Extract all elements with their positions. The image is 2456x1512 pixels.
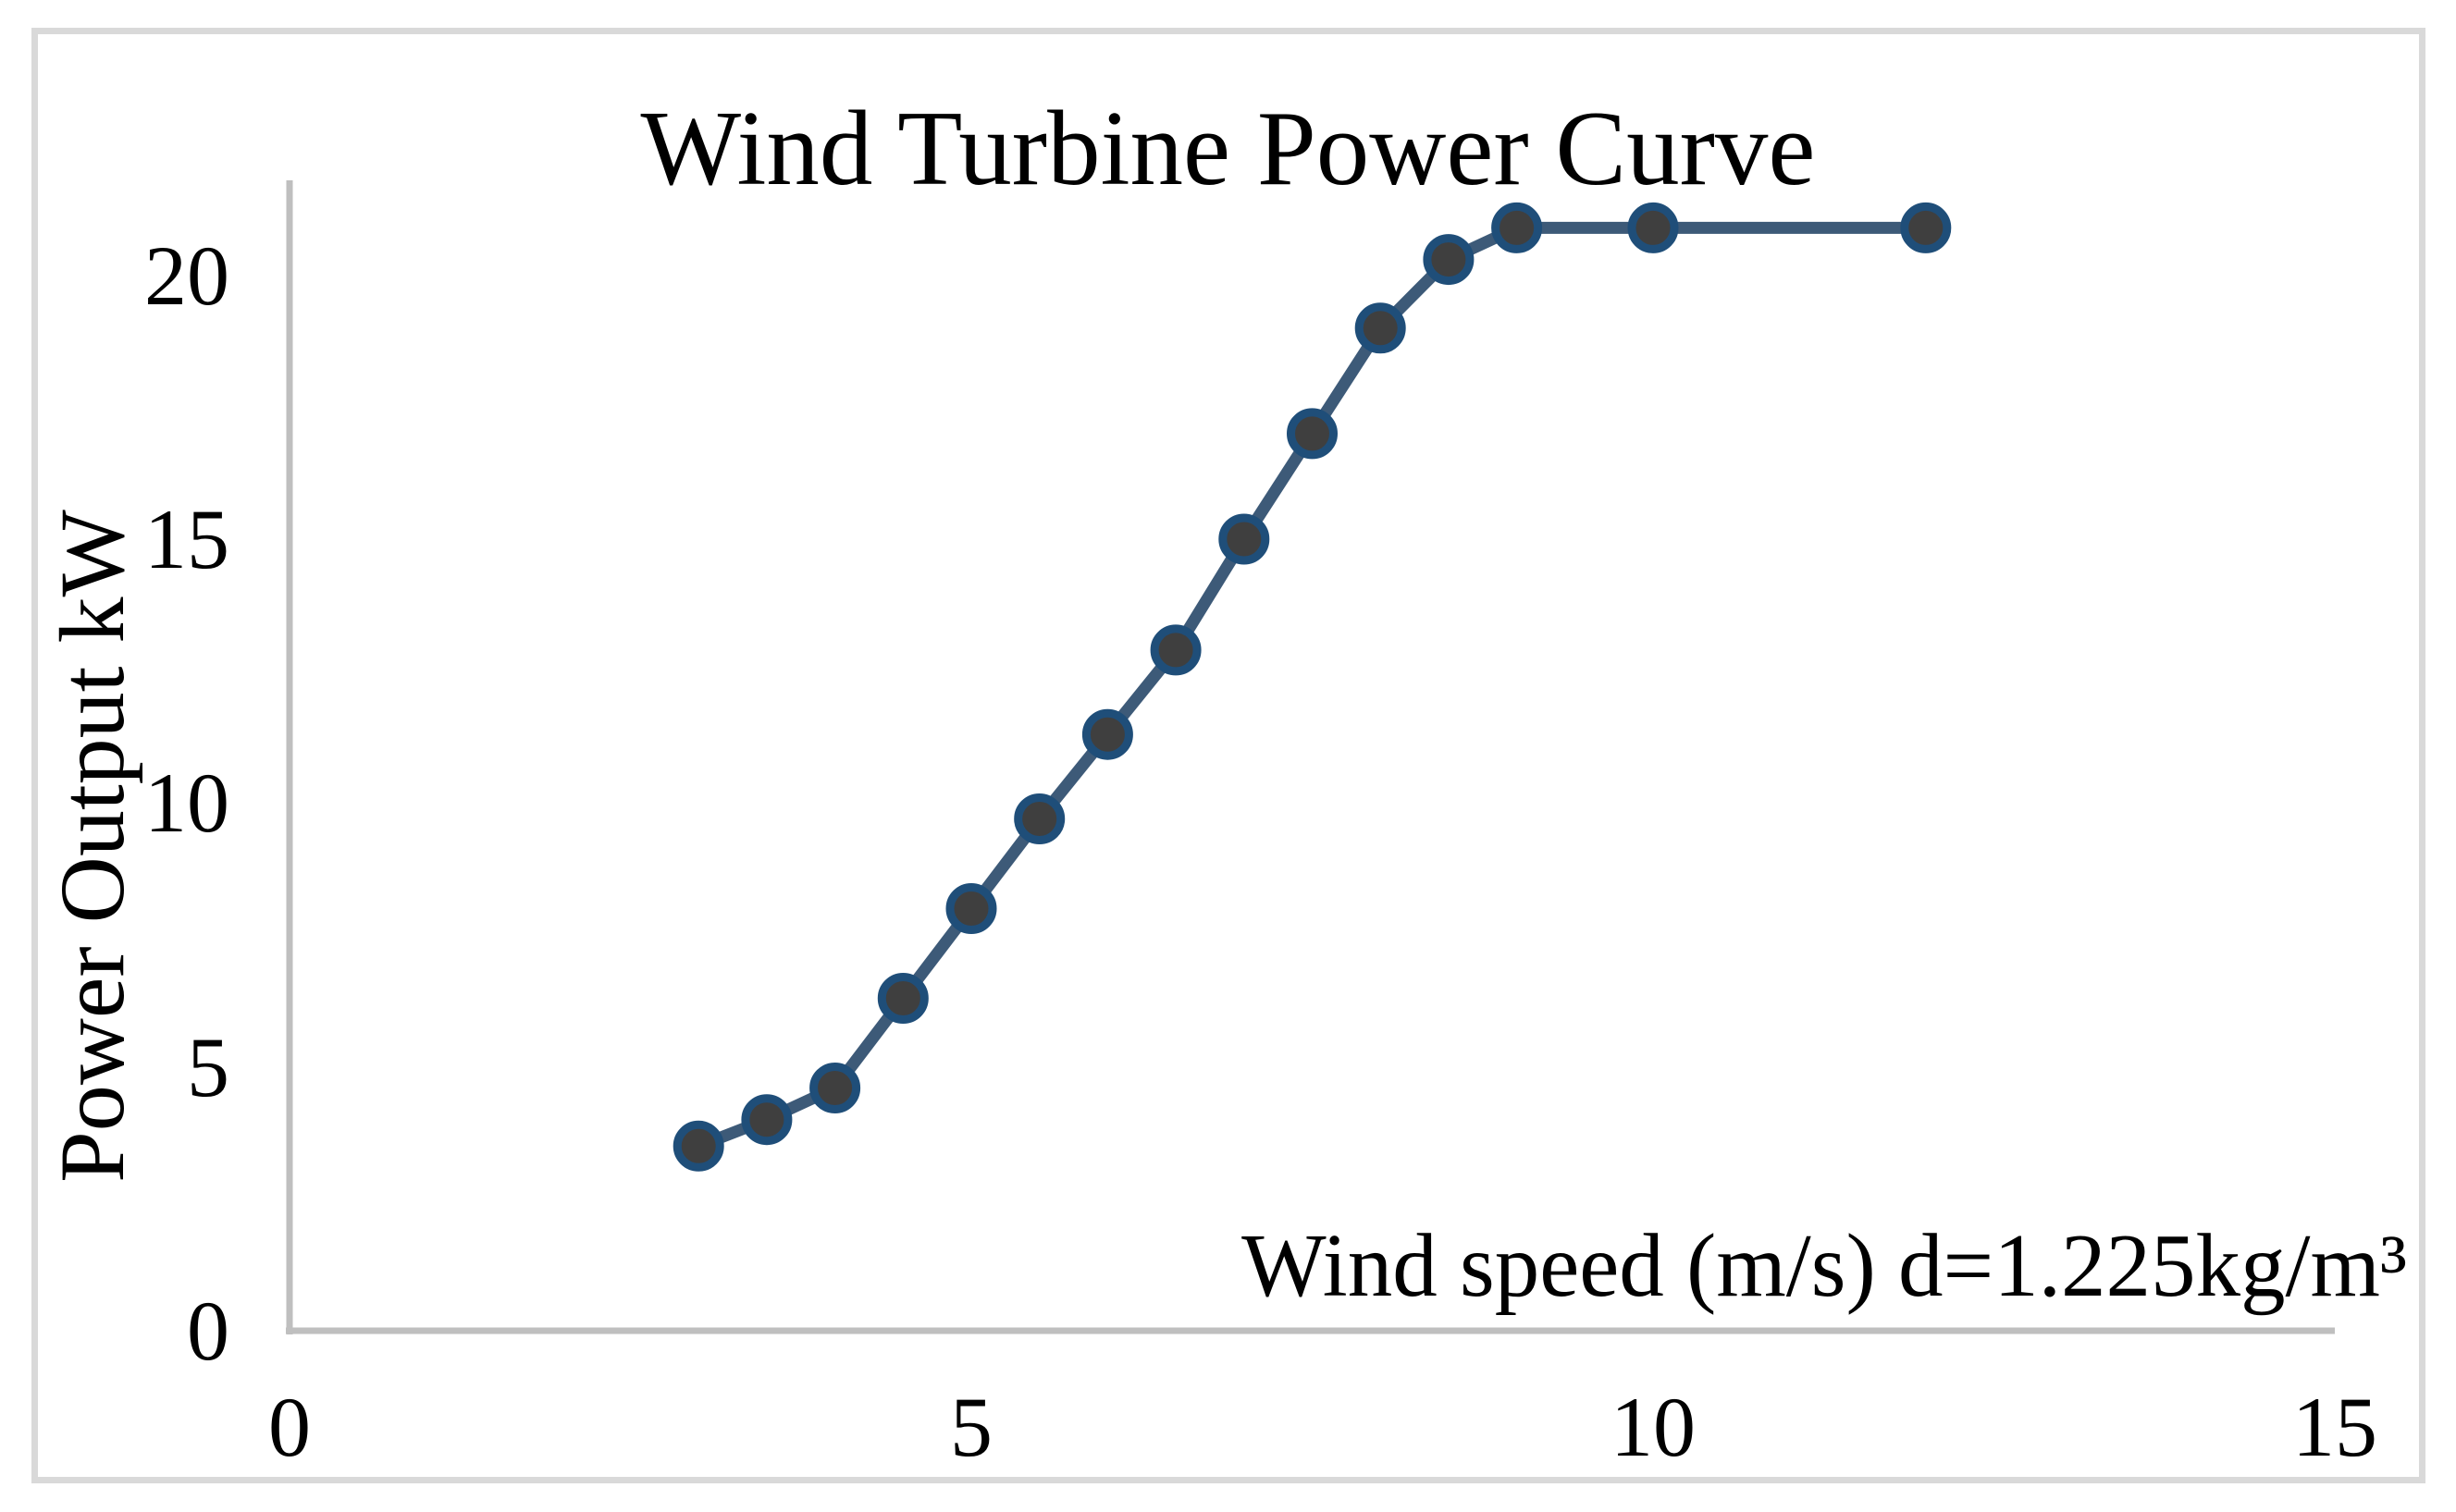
y-tick-label: 15 <box>144 492 229 587</box>
y-tick-label: 10 <box>144 756 229 851</box>
x-tick-label: 5 <box>950 1380 993 1474</box>
data-point-marker <box>1423 234 1475 286</box>
data-point-marker <box>1014 793 1066 844</box>
x-tick-label: 10 <box>1611 1380 1696 1474</box>
data-point-marker <box>1150 624 1202 676</box>
y-tick-label: 20 <box>144 227 229 323</box>
data-point-marker <box>1354 302 1406 354</box>
y-tick-label: 5 <box>187 1019 229 1114</box>
x-axis-annotation: Wind speed (m/s) d=1.225kg/m³ <box>1241 1216 2407 1315</box>
data-point-marker <box>1627 202 1679 253</box>
data-point-marker <box>1218 513 1270 565</box>
data-point-marker <box>1491 202 1543 253</box>
data-point-marker <box>1900 202 1952 253</box>
data-point-marker <box>877 973 929 1024</box>
data-point-marker <box>809 1063 861 1113</box>
x-tick-label: 15 <box>2292 1380 2377 1474</box>
data-point-marker <box>1081 708 1133 760</box>
data-point-marker <box>673 1120 724 1172</box>
data-point-marker <box>945 883 997 934</box>
data-point-marker <box>1287 408 1338 460</box>
y-tick-label: 0 <box>187 1284 229 1378</box>
x-tick-label: 0 <box>268 1380 311 1474</box>
data-point-marker <box>741 1094 793 1146</box>
chart-title: Wind Turbine Power Curve <box>640 90 1816 207</box>
